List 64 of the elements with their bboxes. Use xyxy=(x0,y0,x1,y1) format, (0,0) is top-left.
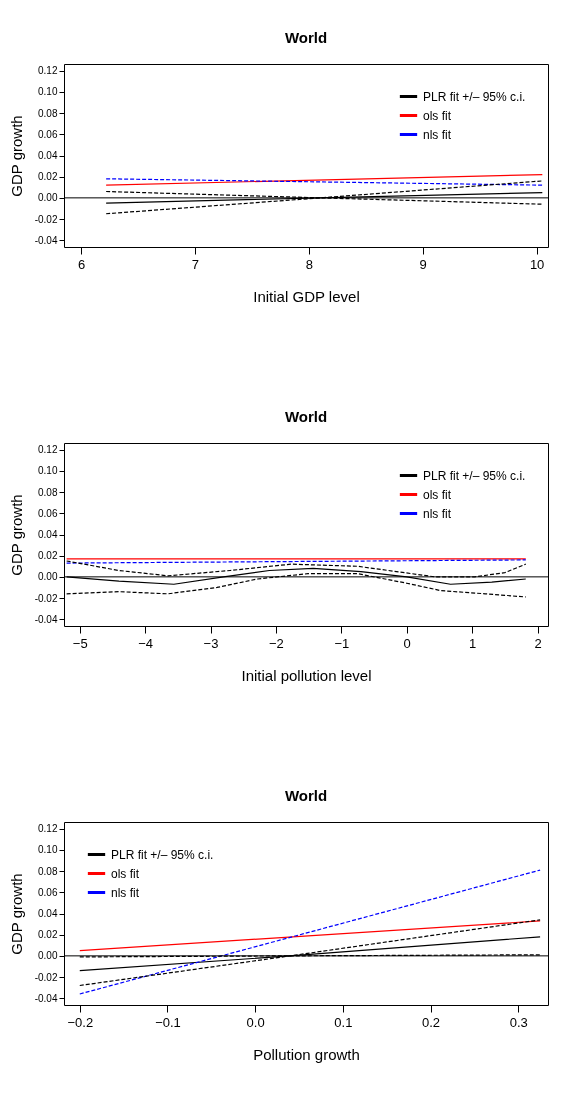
chart-title: World xyxy=(284,29,328,46)
y-tick-label: -0.02 xyxy=(34,592,58,604)
y-tick-label: 0.00 xyxy=(38,571,58,583)
y-tick-label: 0.12 xyxy=(38,444,58,456)
y-tick-label: 0.00 xyxy=(38,192,58,204)
y-tick-label: 0.06 xyxy=(38,886,58,898)
y-tick-label: 0.12 xyxy=(38,823,58,835)
legend-label: nls fit xyxy=(423,506,452,521)
y-tick-label: 0.02 xyxy=(38,550,58,562)
x-tick-label: 2 xyxy=(534,635,542,651)
x-tick-label: −0.2 xyxy=(67,1014,94,1030)
legend-label: nls fit xyxy=(111,885,140,900)
y-tick-label: -0.04 xyxy=(34,992,58,1004)
y-tick-label: 0.10 xyxy=(38,465,58,477)
y-tick-label: 0.04 xyxy=(38,908,58,919)
x-tick-label: −5 xyxy=(72,635,88,651)
y-tick-label: -0.02 xyxy=(34,213,58,225)
x-tick-label: −3 xyxy=(203,635,219,651)
y-tick-label: 0.02 xyxy=(38,171,58,183)
legend-label: PLR fit +/– 95% c.i. xyxy=(423,89,526,104)
y-tick-label: 0.06 xyxy=(38,128,58,140)
x-tick-label: −1 xyxy=(334,635,350,651)
x-tick-label: −2 xyxy=(269,635,284,651)
y-tick-label: 0.10 xyxy=(38,86,58,98)
x-tick-label: 9 xyxy=(419,256,427,272)
x-axis-title: Initial pollution level xyxy=(241,666,372,684)
legend-label: ols fit xyxy=(423,108,452,123)
x-tick-label: −4 xyxy=(138,635,154,651)
y-axis-title: GDP growth xyxy=(7,115,25,197)
x-tick-label: 8 xyxy=(305,256,313,272)
y-tick-label: 0.06 xyxy=(38,507,58,519)
x-tick-label: 0.3 xyxy=(509,1014,528,1030)
x-axis-title: Initial GDP level xyxy=(253,287,360,305)
x-tick-label: 0 xyxy=(403,635,411,651)
y-tick-label: -0.04 xyxy=(34,234,58,246)
legend-label: nls fit xyxy=(423,127,452,142)
x-tick-label: 1 xyxy=(469,635,477,651)
y-tick-label: 0.08 xyxy=(38,107,58,119)
y-tick-label: 0.04 xyxy=(38,150,58,161)
x-tick-label: 7 xyxy=(191,256,200,272)
x-tick-label: 0.0 xyxy=(246,1014,265,1030)
y-tick-label: 0.04 xyxy=(38,529,58,540)
y-tick-label: 0.08 xyxy=(38,865,58,877)
x-tick-label: 6 xyxy=(77,256,86,272)
chart-title: World xyxy=(284,787,328,804)
x-axis-title: Pollution growth xyxy=(253,1045,360,1063)
y-tick-label: 0.10 xyxy=(38,844,58,856)
y-tick-label: 0.02 xyxy=(38,929,58,941)
x-tick-label: −0.1 xyxy=(155,1014,181,1030)
legend-label: PLR fit +/– 95% c.i. xyxy=(423,468,526,483)
y-tick-label: 0.12 xyxy=(38,65,58,77)
legend-label: PLR fit +/– 95% c.i. xyxy=(111,847,214,862)
y-axis-title: GDP growth xyxy=(7,873,25,955)
y-tick-label: 0.00 xyxy=(38,950,58,962)
x-tick-label: 0.1 xyxy=(334,1014,353,1030)
x-tick-label: 10 xyxy=(529,256,545,272)
legend-label: ols fit xyxy=(423,487,452,502)
y-tick-label: 0.08 xyxy=(38,486,58,498)
chart-title: World xyxy=(284,408,328,425)
x-tick-label: 0.2 xyxy=(421,1014,441,1030)
legend-label: ols fit xyxy=(111,866,140,881)
y-tick-label: -0.02 xyxy=(34,971,58,983)
y-tick-label: -0.04 xyxy=(34,613,58,625)
y-axis-title: GDP growth xyxy=(7,494,25,576)
